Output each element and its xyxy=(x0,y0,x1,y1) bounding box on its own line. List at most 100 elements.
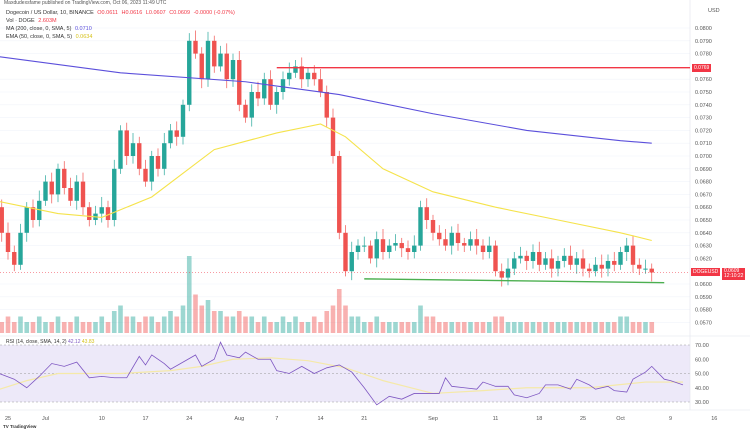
volume-bar xyxy=(618,316,623,333)
candle xyxy=(537,252,542,265)
rsi-ma-value: 43.83 xyxy=(81,339,95,345)
volume-bar xyxy=(336,289,342,333)
candle xyxy=(62,168,67,188)
price-tick: 0.0600 xyxy=(695,282,712,288)
volume-bar xyxy=(74,316,80,333)
volume-bar xyxy=(49,322,55,333)
volume-bar xyxy=(368,322,373,333)
volume-bar xyxy=(386,322,392,333)
volume-bar xyxy=(161,316,167,333)
volume-bar xyxy=(293,316,298,333)
date-tick: 18 xyxy=(536,416,542,422)
price-tick: 0.0580 xyxy=(695,308,712,314)
candle xyxy=(199,53,204,80)
bar-countdown: 12:10:22 xyxy=(724,273,744,279)
ma-label[interactable]: MA (200, close, 0, SMA, 5) xyxy=(6,26,72,32)
price-tick: 0.0780 xyxy=(695,52,712,58)
symbol-title[interactable]: Dogecoin / US Dollar, 10, BINANCE xyxy=(6,10,94,16)
rsi-label[interactable]: RSI (14, close, SMA, 14, 2) xyxy=(6,339,67,345)
date-tick: Jul xyxy=(42,416,49,422)
volume-bar xyxy=(249,316,255,333)
volume-bar xyxy=(130,316,136,333)
volume-bar xyxy=(193,294,198,333)
candle xyxy=(418,207,423,246)
candle xyxy=(599,264,604,269)
candle xyxy=(587,268,592,272)
support-line xyxy=(364,278,665,284)
candle xyxy=(230,60,236,80)
ohlc-high: H0.0616 xyxy=(121,10,143,16)
candle xyxy=(499,271,504,278)
date-tick: 14 xyxy=(317,416,323,422)
volume-bar xyxy=(155,322,161,333)
candle xyxy=(524,255,529,261)
candle xyxy=(480,245,486,252)
volume-bar xyxy=(568,322,573,333)
candle xyxy=(68,188,73,201)
ohlc-change: -0.0000 (-0.07%) xyxy=(193,10,235,16)
volume-bar xyxy=(180,305,186,333)
volume-bar xyxy=(0,322,5,333)
candle xyxy=(112,168,117,220)
volume-bar xyxy=(343,305,348,333)
date-tick: Aug xyxy=(234,416,244,422)
price-tick: 0.0650 xyxy=(695,218,712,224)
candle xyxy=(349,252,354,272)
rsi-value: 42.12 xyxy=(67,339,81,345)
volume-label[interactable]: Vol · DOGE xyxy=(6,18,35,24)
volume-bar xyxy=(455,322,461,333)
volume-bar xyxy=(255,322,261,333)
candle xyxy=(505,268,511,278)
candle xyxy=(30,207,36,220)
volume-bar xyxy=(493,316,498,333)
price-tick: 0.0590 xyxy=(695,295,712,301)
last-price: 0.0609 xyxy=(724,268,740,274)
candle xyxy=(343,232,348,272)
price-tick: 0.0690 xyxy=(695,167,712,173)
volume-bar xyxy=(36,316,42,333)
candle xyxy=(562,255,567,261)
volume-bar xyxy=(136,322,142,333)
volume-bar xyxy=(430,316,436,333)
candle xyxy=(49,181,54,195)
volume-bar xyxy=(605,322,611,333)
ema-value: 0.0634 xyxy=(75,34,93,40)
volume-bar xyxy=(405,322,411,333)
ema50-line xyxy=(0,123,652,242)
candle xyxy=(24,207,29,233)
candle xyxy=(243,104,248,118)
candle xyxy=(430,220,436,233)
volume-bar xyxy=(349,316,355,333)
volume-bar xyxy=(61,322,67,333)
candle xyxy=(212,40,217,67)
candle xyxy=(624,245,629,252)
volume-bar xyxy=(174,316,180,333)
candle xyxy=(593,264,598,272)
volume-bar xyxy=(318,322,323,333)
price-tick: 0.0700 xyxy=(695,154,712,160)
volume-bar xyxy=(118,305,123,333)
volume-bar xyxy=(580,322,586,333)
ema-label[interactable]: EMA (50, close, 0, SMA, 5) xyxy=(6,34,73,40)
volume-bar xyxy=(243,316,248,333)
volume-bar xyxy=(611,322,617,333)
volume-bar xyxy=(624,316,630,333)
candle xyxy=(249,92,254,118)
candle xyxy=(224,53,229,80)
candle xyxy=(337,156,342,233)
date-tick: 11 xyxy=(493,416,499,422)
volume-bar xyxy=(480,322,486,333)
volume-bar xyxy=(211,311,217,333)
candle xyxy=(387,245,392,252)
candle xyxy=(180,104,186,137)
candle xyxy=(637,264,642,269)
volume-bar xyxy=(274,322,280,333)
candle xyxy=(487,245,492,252)
volume-bar xyxy=(649,322,655,333)
price-tick: 0.0620 xyxy=(695,256,712,262)
price-tick: 0.0760 xyxy=(695,77,712,83)
volume-bar xyxy=(93,322,98,333)
volume-bar xyxy=(511,322,517,333)
candle xyxy=(168,130,173,144)
